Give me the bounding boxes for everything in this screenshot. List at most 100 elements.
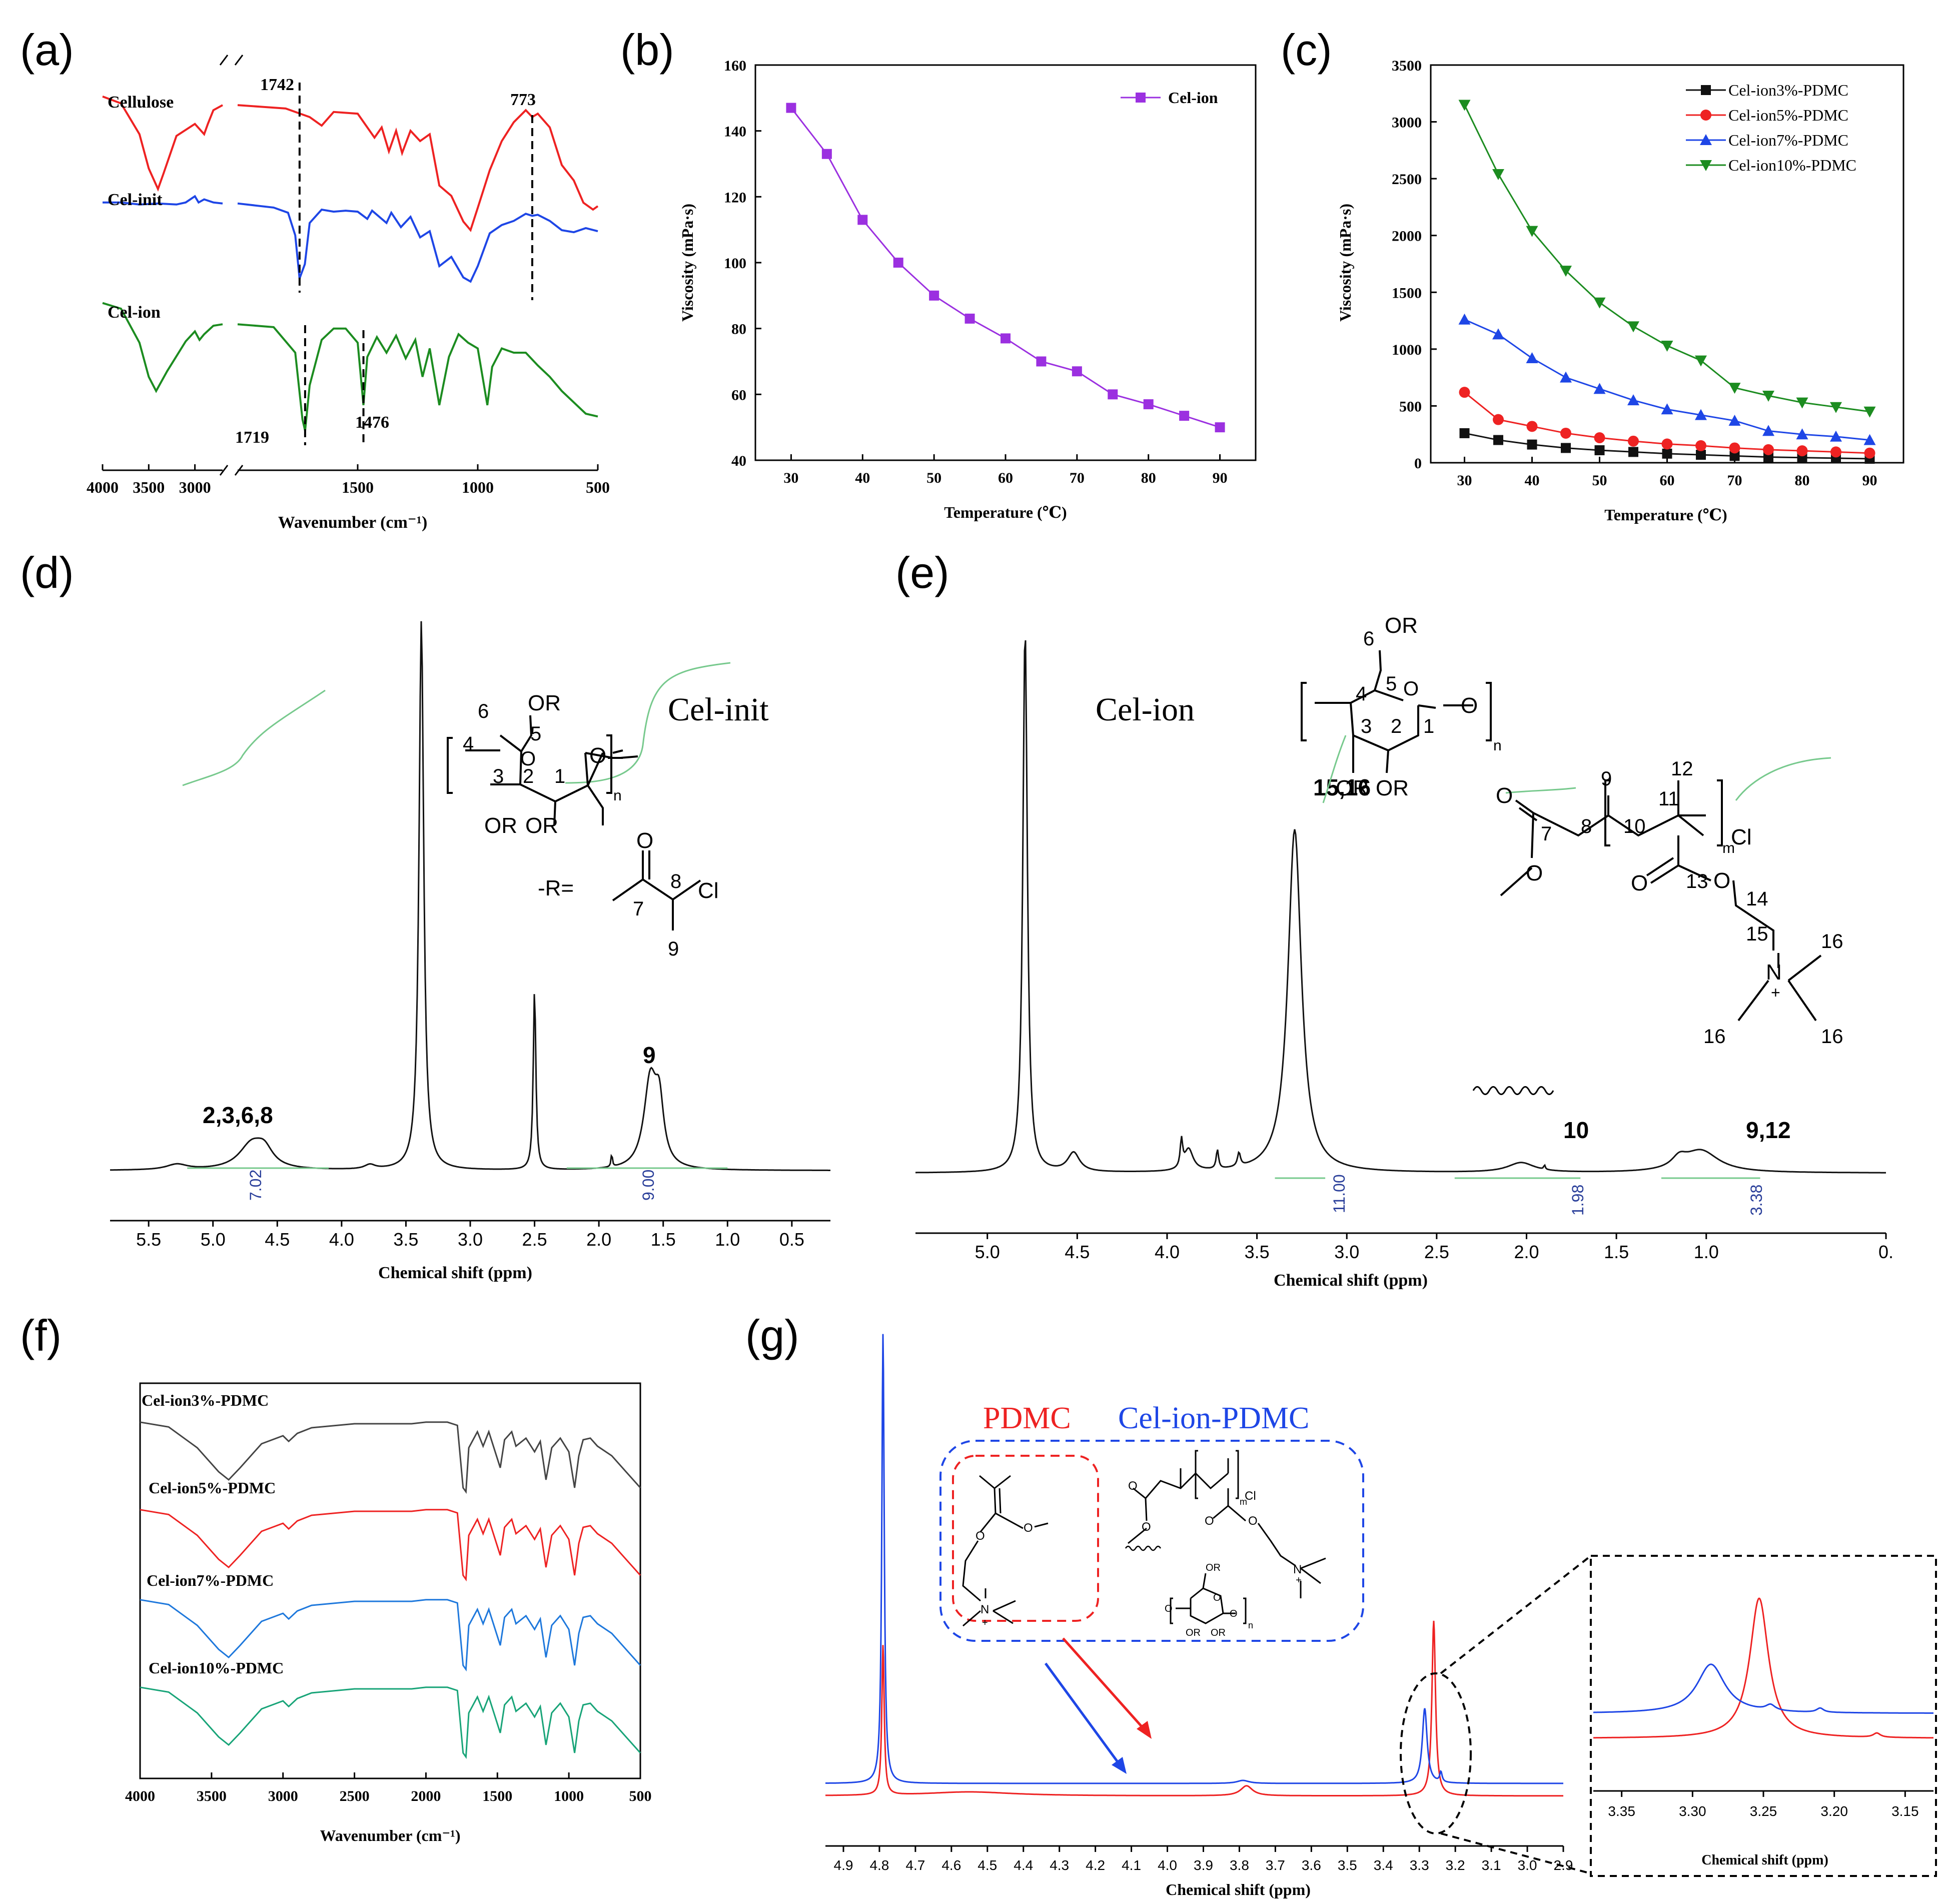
x-tick-label: 3.3 <box>1410 1857 1429 1873</box>
data-point <box>929 290 939 301</box>
peak-label-1742: 1742 <box>260 76 294 94</box>
x-tick-label: 30 <box>783 470 798 486</box>
carbon-number: 1 <box>554 765 565 787</box>
data-point <box>1796 445 1808 457</box>
series-label: Cel-ion7%-PDMC <box>147 1571 274 1589</box>
peak-label-10: 10 <box>1563 1117 1589 1143</box>
ir-curve-cel-init <box>237 202 598 283</box>
series-label: Cel-ion10%-PDMC <box>149 1659 284 1677</box>
x-tick-label: 3.35 <box>1608 1803 1635 1819</box>
data-point <box>1661 438 1673 450</box>
ir-curve <box>140 1421 641 1494</box>
carbon-number: 16 <box>1703 1026 1726 1048</box>
data-point <box>893 258 903 268</box>
chart-a: 4000 3500 3000 1500 1000 500 Cellulose Cel-in… <box>87 55 610 532</box>
atom-label: Cl <box>698 878 719 903</box>
integral-value: 7.02 <box>247 1170 265 1201</box>
atom-label: OR <box>1211 1627 1226 1638</box>
chart-a-xlabel: Wavenumber (cm⁻¹) <box>278 513 428 532</box>
chart-a-series <box>102 83 599 445</box>
r-group-label: -R= <box>538 876 574 900</box>
x-tick-label: 3.9 <box>1194 1857 1213 1873</box>
data-point <box>1493 435 1503 445</box>
x-tick-label: 4.2 <box>1086 1857 1105 1873</box>
x-tick-label: 2500 <box>340 1788 370 1804</box>
data-point <box>1700 134 1712 145</box>
data-point <box>1458 313 1471 325</box>
atom-label: N <box>981 1603 989 1616</box>
chart-g-inset: 3.35 3.30 3.25 3.20 3.15 <box>1593 1597 1933 1819</box>
atom-label: O <box>1713 868 1730 893</box>
data-point <box>1108 389 1118 400</box>
x-tick-label: 4.9 <box>834 1857 853 1873</box>
atom-label: OR <box>528 691 561 715</box>
zoom-line <box>1440 1832 1591 1874</box>
x-tick-label: 3.5 <box>1338 1857 1357 1873</box>
chart-b-legend: Cel-ion <box>1121 89 1218 107</box>
chart-c-ylabel: Viscosity (mPa·s) <box>1336 204 1354 322</box>
carbon-number: 2 <box>523 765 534 787</box>
x-tick-label: 4.4 <box>1014 1857 1033 1873</box>
chart-c: 30 40 50 60 70 80 90 0 500 1000 1500 2000 2500 3000 35… <box>1336 58 1904 524</box>
ir-curve-cellulose <box>237 104 599 233</box>
data-point <box>1627 321 1639 333</box>
legend-label: Cel-ion5%-PDMC <box>1728 106 1848 124</box>
chart-c-series <box>1458 100 1876 464</box>
x-tick-label: 3500 <box>197 1788 227 1804</box>
x-tick-label: 4.3 <box>1050 1857 1069 1873</box>
data-point <box>1796 397 1808 409</box>
x-tick-label: 3500 <box>133 478 165 496</box>
carbon-number: 14 <box>1746 888 1768 910</box>
data-point <box>1492 169 1504 181</box>
y-tick-label: 160 <box>724 58 746 74</box>
x-tick-label: 3.25 <box>1750 1803 1777 1819</box>
chart-e-x-axis: 5.0 4.5 4.0 3.5 3.0 2.5 2.0 1.5 1.0 0. <box>915 1232 1893 1262</box>
atom-label: O <box>589 743 606 768</box>
ir-curve-cel-ion <box>102 302 223 393</box>
data-point <box>1762 425 1774 436</box>
axis-break-mark <box>234 55 244 66</box>
chart-c-legend: Cel-ion3%-PDMC Cel-ion5%-PDMC Cel-ion7%-PD… <box>1686 81 1856 174</box>
data-point <box>1695 440 1706 451</box>
carbon-number: 5 <box>1386 673 1397 695</box>
data-point <box>1459 428 1470 438</box>
y-tick-label: 2000 <box>1392 228 1422 245</box>
chart-e-title: Cel-ion <box>1096 691 1195 728</box>
y-tick-label: 1000 <box>1392 342 1422 358</box>
y-tick-label: 1500 <box>1392 285 1422 301</box>
x-tick-label: 90 <box>1862 472 1877 489</box>
zoom-ellipse <box>1400 1672 1472 1834</box>
x-tick-label: 1.5 <box>1604 1242 1629 1262</box>
data-point <box>1143 399 1154 410</box>
x-tick-label: 3.1 <box>1482 1857 1501 1873</box>
chart-d: 5.5 5.0 4.5 4.0 3.5 3.0 2.5 2.0 1.5 1.0 0.5 Chemic… <box>110 621 830 1282</box>
carbon-number: 12 <box>1671 758 1693 780</box>
integral-value: 11.00 <box>1330 1174 1348 1213</box>
chart-e-spectrum <box>915 640 1886 1179</box>
legend-pdmc: PDMC <box>983 1401 1071 1435</box>
atom-label: OR <box>484 813 517 838</box>
x-tick-label: 4.7 <box>905 1857 925 1873</box>
chart-f-series <box>140 1421 641 1759</box>
data-point <box>1695 409 1707 420</box>
integral-value: 3.38 <box>1747 1185 1765 1216</box>
x-tick-label: 3.4 <box>1374 1857 1393 1873</box>
carbon-number: 7 <box>633 898 644 920</box>
x-tick-label: 4000 <box>125 1788 155 1804</box>
y-tick-label: 3500 <box>1392 58 1422 74</box>
nmr-curve <box>825 1620 1563 1797</box>
data-point <box>1594 432 1605 444</box>
peak-label-773: 773 <box>510 91 536 109</box>
data-point <box>1593 297 1606 309</box>
integral-value: 9.00 <box>639 1170 657 1201</box>
peak-label-9: 9 <box>643 1042 656 1068</box>
atom-label: n <box>1493 737 1502 754</box>
data-point <box>1796 428 1808 440</box>
legend-label: Cel-ion3%-PDMC <box>1728 81 1848 99</box>
x-tick-label: 0.5 <box>779 1229 804 1250</box>
x-tick-label: 3.8 <box>1230 1857 1249 1873</box>
x-tick-label: 30 <box>1457 472 1472 489</box>
data-point <box>1179 411 1190 421</box>
x-tick-label: 70 <box>1727 472 1742 489</box>
peak-label-2368: 2,3,6,8 <box>203 1102 273 1128</box>
